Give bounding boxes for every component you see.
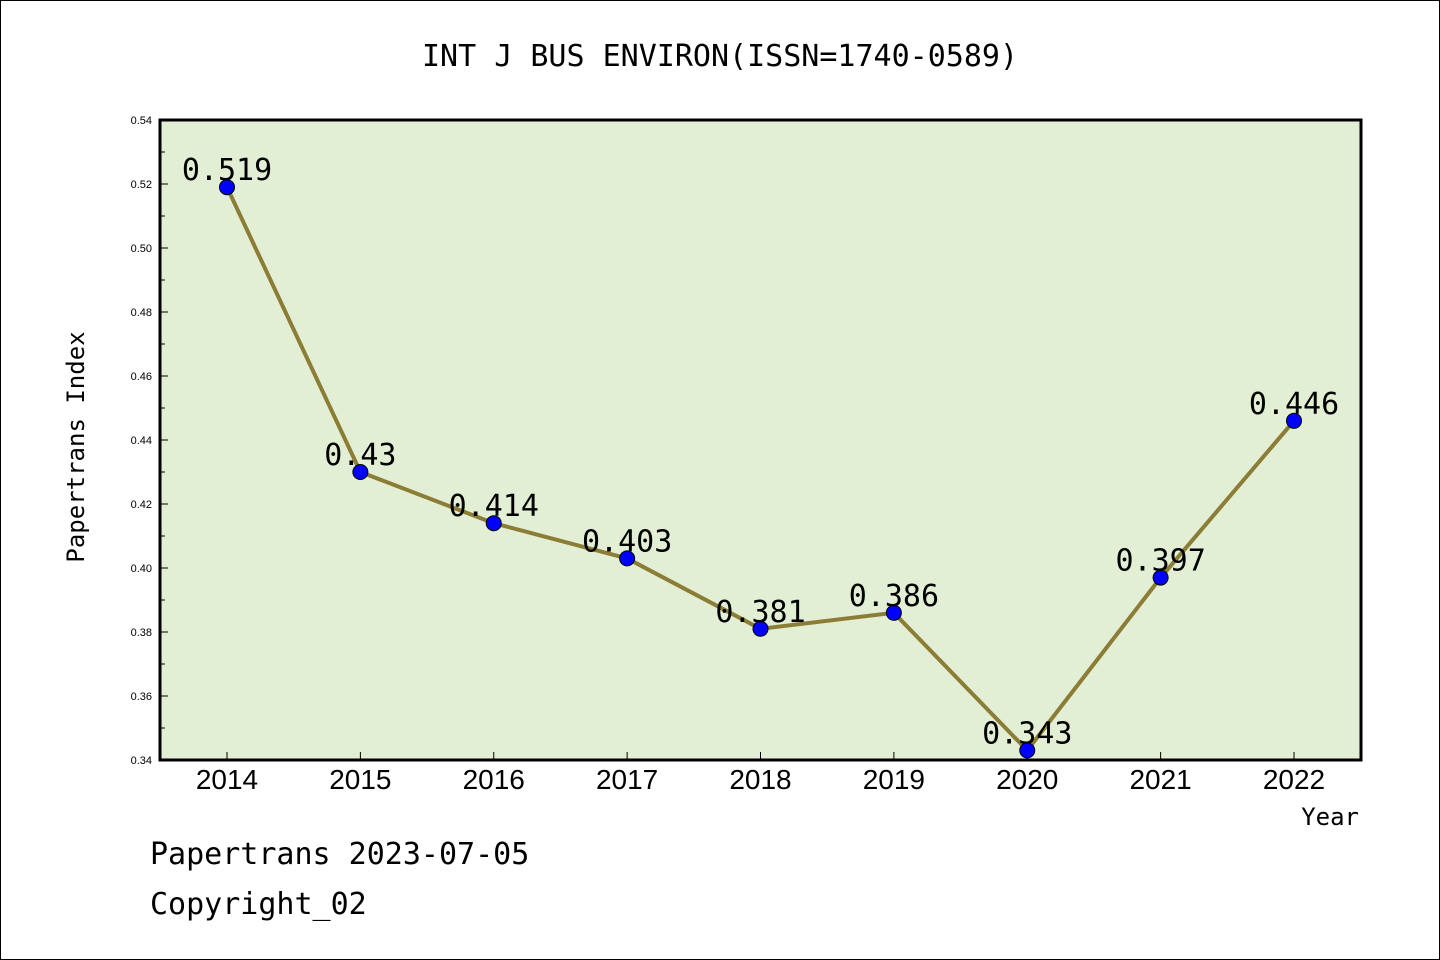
data-label: 0.519 [182,153,272,188]
y-tick-label: 0.42 [131,499,152,511]
data-label: 0.397 [1115,544,1205,579]
data-point [619,550,636,567]
x-tick-label: 2016 [463,764,525,795]
plot-area [158,118,1363,762]
data-label: 0.414 [449,489,539,524]
data-labels: 0.519 0.43 0.414 0.403 0.381 0.386 0.343 0.397 0… [182,153,1339,751]
data-point [485,515,502,532]
data-label: 0.43 [324,438,396,473]
data-label: 0.343 [982,716,1072,751]
y-axis-label: Papertrans Index [62,331,90,562]
x-tick-label: 2022 [1263,764,1325,795]
y-axis: 0.34 0.36 0.38 0.40 0.42 0.44 0.46 0.48 0.50 0.52… [131,115,168,767]
x-tick-label: 2020 [996,764,1058,795]
y-tick-label: 0.38 [131,627,152,639]
x-tick-label: 2021 [1129,764,1191,795]
y-tick-label: 0.52 [131,179,152,191]
y-tick-label: 0.36 [131,691,152,703]
x-tick-label: 2018 [729,764,791,795]
data-point [885,604,902,621]
data-point [1286,412,1302,429]
x-tick-label: 2015 [329,764,391,795]
y-tick-label: 0.34 [131,755,152,767]
x-axis-label: Year [1301,803,1359,831]
footer-copyright: Copyright_02 [150,887,367,922]
data-label: 0.446 [1249,387,1339,422]
y-tick-label: 0.48 [131,307,152,319]
y-tick-label: 0.40 [131,563,152,575]
x-tick-label: 2019 [863,764,925,795]
data-point [352,464,369,480]
chart-title: INT J BUS ENVIRON(ISSN=1740-0589) [422,39,1018,74]
y-tick-label: 0.44 [131,435,152,447]
x-axis: 2014 2015 2016 2017 2018 2019 2020 2021 2022 [196,752,1325,795]
data-point [1152,569,1169,586]
data-label: 0.403 [582,524,672,559]
y-tick-label: 0.50 [131,243,152,255]
data-point [1019,742,1036,759]
y-tick-label: 0.54 [131,115,152,127]
footer-date: Papertrans 2023-07-05 [150,837,529,872]
data-point [752,620,769,637]
data-label: 0.386 [849,579,939,614]
y-tick-label: 0.46 [131,371,152,383]
x-tick-label: 2014 [196,764,258,795]
series-line-group [219,179,1302,759]
data-point [219,179,235,196]
data-label: 0.381 [715,595,805,630]
x-tick-label: 2017 [596,764,658,795]
